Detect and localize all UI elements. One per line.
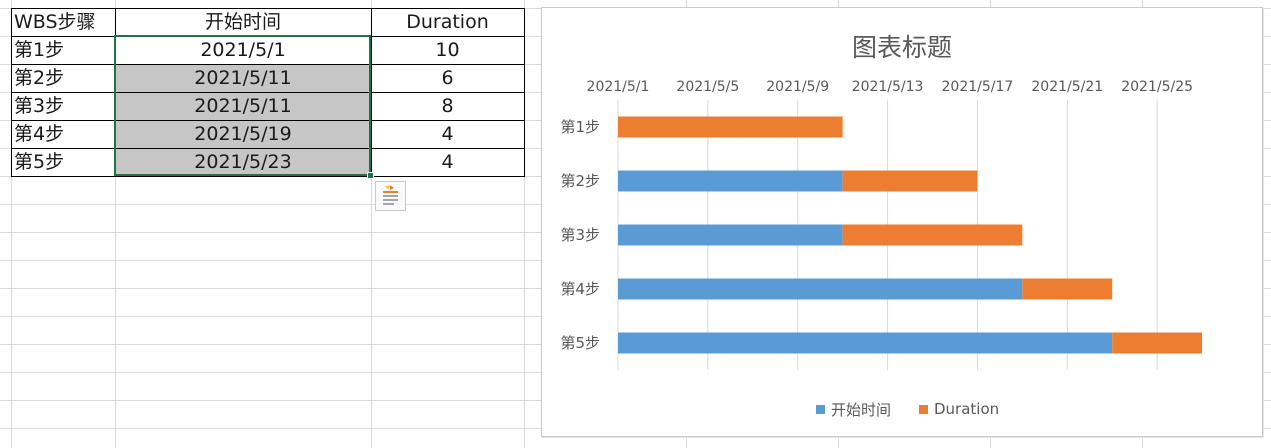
table-border-h bbox=[11, 176, 525, 177]
header-start-time[interactable]: 开始时间 bbox=[204, 11, 281, 33]
table-cell-step[interactable]: 第3步 bbox=[14, 95, 65, 117]
table-cell-start[interactable]: 2021/5/11 bbox=[115, 64, 371, 92]
x-tick-label: 2021/5/9 bbox=[766, 79, 829, 95]
quick-analysis-icon bbox=[383, 185, 398, 205]
legend-swatch-start bbox=[816, 404, 825, 414]
legend-item-start[interactable]: 开始时间 bbox=[816, 398, 891, 420]
table-cell-duration[interactable]: 4 bbox=[441, 151, 454, 173]
table-border-h bbox=[11, 64, 525, 65]
table-cell-step[interactable]: 第2步 bbox=[14, 67, 65, 89]
bar-duration bbox=[842, 170, 978, 192]
x-tick-label: 2021/5/25 bbox=[1121, 79, 1193, 95]
y-tick-label: 第5步 bbox=[560, 334, 600, 352]
gantt-chart-svg: 2021/5/1 2021/5/5 2021/5/9 2021/5/13 2021/5/… bbox=[560, 79, 1203, 370]
y-tick-label: 第3步 bbox=[560, 226, 600, 244]
bar-duration bbox=[842, 224, 1023, 246]
bar-start-time bbox=[618, 278, 1023, 300]
grid-column-line bbox=[524, 0, 525, 448]
table-cell-step[interactable]: 第4步 bbox=[14, 123, 65, 145]
quick-analysis-button[interactable] bbox=[375, 181, 406, 211]
x-tick-label: 2021/5/13 bbox=[852, 79, 924, 95]
grid-column-line bbox=[371, 0, 372, 448]
bar-duration bbox=[618, 116, 843, 138]
bar-duration bbox=[1022, 278, 1113, 300]
grid-column-line bbox=[115, 0, 116, 448]
x-tick-label: 2021/5/17 bbox=[942, 79, 1014, 95]
cell-selection-range[interactable] bbox=[114, 35, 371, 176]
x-tick-label: 2021/5/5 bbox=[676, 79, 739, 95]
table-cell-step[interactable]: 第5步 bbox=[14, 151, 65, 173]
x-tick-label: 2021/5/21 bbox=[1031, 79, 1103, 95]
table-border-h bbox=[11, 92, 525, 93]
legend-label-start: 开始时间 bbox=[831, 400, 892, 419]
grid-column-line bbox=[11, 0, 12, 448]
table-cell-duration[interactable]: 8 bbox=[441, 95, 454, 117]
legend-label-duration: Duration bbox=[934, 400, 1000, 418]
table-border-h bbox=[11, 120, 525, 121]
fill-handle[interactable] bbox=[367, 172, 374, 179]
table-cell-start[interactable]: 2021/5/1 bbox=[200, 39, 286, 61]
legend-item-duration[interactable]: Duration bbox=[919, 398, 999, 420]
y-tick-label: 第4步 bbox=[560, 280, 600, 298]
bar-duration bbox=[1112, 332, 1203, 354]
y-tick-label: 第1步 bbox=[560, 118, 600, 136]
header-duration[interactable]: Duration bbox=[406, 11, 489, 33]
y-tick-label: 第2步 bbox=[560, 172, 600, 190]
table-border-h bbox=[11, 148, 525, 149]
bar-start-time bbox=[618, 170, 843, 192]
header-wbs[interactable]: WBS步骤 bbox=[14, 11, 96, 33]
table-cell-start[interactable]: 2021/5/23 bbox=[115, 148, 371, 176]
table-cell-duration[interactable]: 6 bbox=[441, 67, 454, 89]
table-cell-start[interactable]: 2021/5/19 bbox=[115, 120, 371, 148]
bar-start-time bbox=[618, 332, 1113, 354]
table-cell-start[interactable]: 2021/5/11 bbox=[115, 92, 371, 120]
table-border-h bbox=[11, 8, 525, 9]
table-cell-duration[interactable]: 10 bbox=[435, 39, 460, 61]
x-tick-label: 2021/5/1 bbox=[587, 79, 650, 95]
table-cell-duration[interactable]: 4 bbox=[441, 123, 454, 145]
bar-start-time bbox=[618, 224, 843, 246]
legend-swatch-duration bbox=[919, 404, 928, 414]
chart-area[interactable]: 图表标题 2021/5/1 2021/5/5 2021/5/9 2021/5/13 20… bbox=[541, 7, 1263, 437]
table-cell-step[interactable]: 第1步 bbox=[14, 39, 65, 61]
chart-title[interactable]: 图表标题 bbox=[851, 33, 952, 62]
